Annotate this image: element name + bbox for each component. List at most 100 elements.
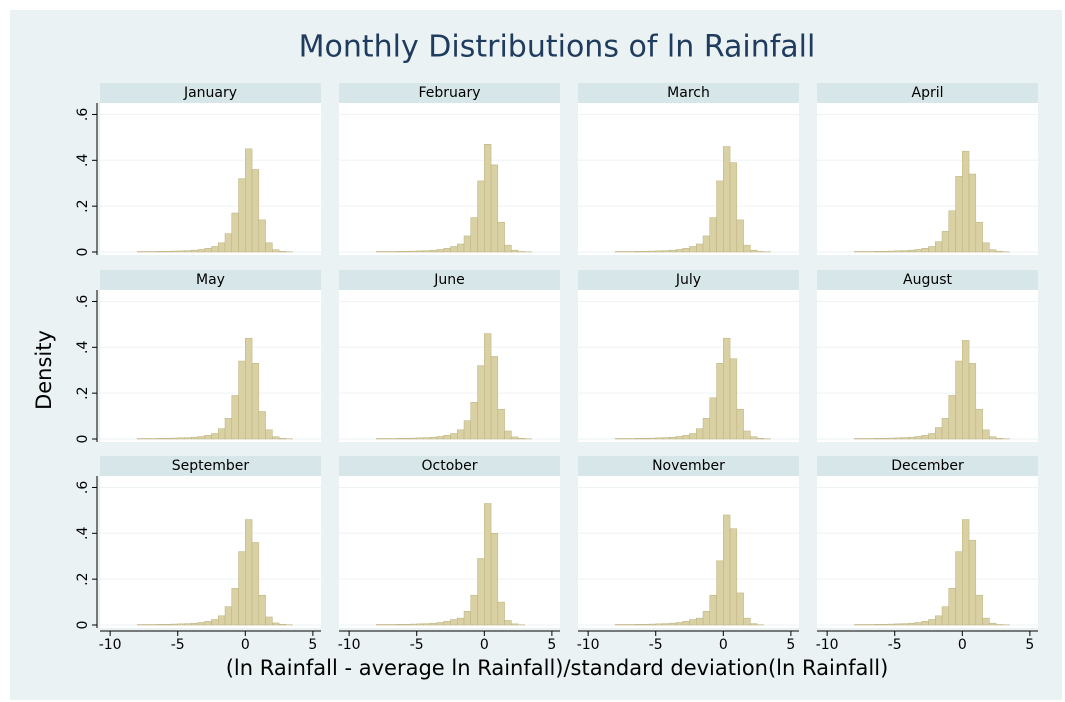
bar bbox=[490, 356, 499, 440]
bar bbox=[231, 588, 239, 626]
bar bbox=[702, 418, 711, 440]
bar bbox=[177, 437, 185, 440]
bar bbox=[402, 438, 411, 440]
bar bbox=[265, 429, 273, 440]
plot-area bbox=[817, 103, 1038, 255]
bar bbox=[450, 619, 458, 626]
x-tick-label: 0 bbox=[241, 637, 250, 653]
bar bbox=[204, 621, 212, 626]
bar bbox=[484, 503, 492, 626]
bar bbox=[743, 430, 751, 440]
bar bbox=[716, 180, 724, 253]
bar bbox=[224, 418, 233, 440]
x-tick-label: 0 bbox=[480, 637, 489, 653]
plot-area bbox=[578, 290, 799, 442]
x-tick-label: 0 bbox=[719, 637, 728, 653]
bar bbox=[648, 250, 656, 253]
bar bbox=[278, 251, 287, 253]
bar bbox=[470, 594, 478, 626]
bar bbox=[894, 623, 902, 626]
bar bbox=[675, 622, 684, 626]
bar bbox=[914, 436, 923, 440]
bar bbox=[948, 395, 956, 440]
bar bbox=[756, 438, 765, 440]
bar bbox=[218, 242, 226, 253]
panel-title: June bbox=[433, 272, 465, 288]
bar bbox=[948, 210, 956, 253]
strip bbox=[339, 456, 560, 476]
bar bbox=[197, 249, 206, 253]
plot-area bbox=[100, 290, 321, 442]
bar bbox=[696, 617, 704, 626]
bar bbox=[224, 606, 233, 626]
bar bbox=[655, 623, 663, 626]
strip bbox=[578, 83, 799, 103]
bar bbox=[211, 619, 219, 626]
bar bbox=[157, 624, 165, 626]
bar bbox=[935, 427, 943, 440]
bar bbox=[709, 594, 717, 626]
panel-title: July bbox=[675, 272, 701, 288]
bar bbox=[887, 437, 895, 440]
y-tick-label: .4 bbox=[75, 341, 91, 354]
bar bbox=[463, 610, 472, 626]
strip bbox=[100, 83, 321, 103]
bar bbox=[278, 624, 287, 626]
bar bbox=[463, 235, 472, 253]
bar bbox=[409, 623, 417, 626]
bar bbox=[177, 623, 185, 626]
bar bbox=[880, 624, 889, 626]
bar bbox=[736, 592, 744, 626]
bar bbox=[423, 250, 431, 253]
bar bbox=[163, 438, 172, 440]
panel-title: December bbox=[891, 458, 964, 474]
bar bbox=[470, 217, 478, 253]
bar bbox=[396, 251, 404, 253]
bar bbox=[668, 436, 677, 440]
y-tick-label: 0 bbox=[75, 435, 91, 444]
bar bbox=[211, 246, 219, 253]
x-tick-label: 5 bbox=[1025, 637, 1034, 653]
bar bbox=[928, 619, 936, 626]
bar bbox=[197, 436, 206, 440]
strip bbox=[817, 83, 1038, 103]
bar bbox=[265, 242, 273, 253]
bar bbox=[416, 623, 424, 626]
bar bbox=[675, 249, 684, 253]
bar bbox=[982, 429, 990, 440]
bar bbox=[935, 241, 943, 253]
x-tick-label: -10 bbox=[816, 637, 839, 653]
bar bbox=[901, 250, 909, 253]
bar bbox=[251, 542, 260, 626]
bar bbox=[962, 519, 970, 626]
bar bbox=[477, 558, 485, 626]
bar bbox=[682, 248, 690, 253]
bar bbox=[662, 623, 670, 626]
bar bbox=[662, 437, 670, 440]
bar bbox=[231, 212, 239, 253]
bar bbox=[968, 173, 977, 253]
bar bbox=[648, 437, 656, 440]
bar bbox=[689, 433, 697, 440]
strip bbox=[578, 270, 799, 290]
bar bbox=[907, 436, 916, 440]
bar bbox=[245, 337, 253, 440]
bar bbox=[416, 250, 424, 253]
bar bbox=[948, 588, 956, 626]
bar bbox=[641, 251, 650, 253]
plot-area bbox=[817, 290, 1038, 442]
bar bbox=[251, 169, 260, 253]
y-tick-label: 0 bbox=[75, 248, 91, 257]
bar bbox=[231, 395, 239, 440]
panel-title: January bbox=[183, 85, 237, 101]
bar bbox=[436, 436, 445, 440]
x-tick-label: -10 bbox=[577, 637, 600, 653]
bar bbox=[517, 438, 526, 440]
bar bbox=[894, 437, 902, 440]
bar bbox=[423, 437, 431, 440]
bar bbox=[921, 435, 929, 440]
bar bbox=[662, 250, 670, 253]
bar bbox=[190, 622, 199, 626]
bar bbox=[423, 623, 431, 626]
bar bbox=[750, 436, 758, 440]
